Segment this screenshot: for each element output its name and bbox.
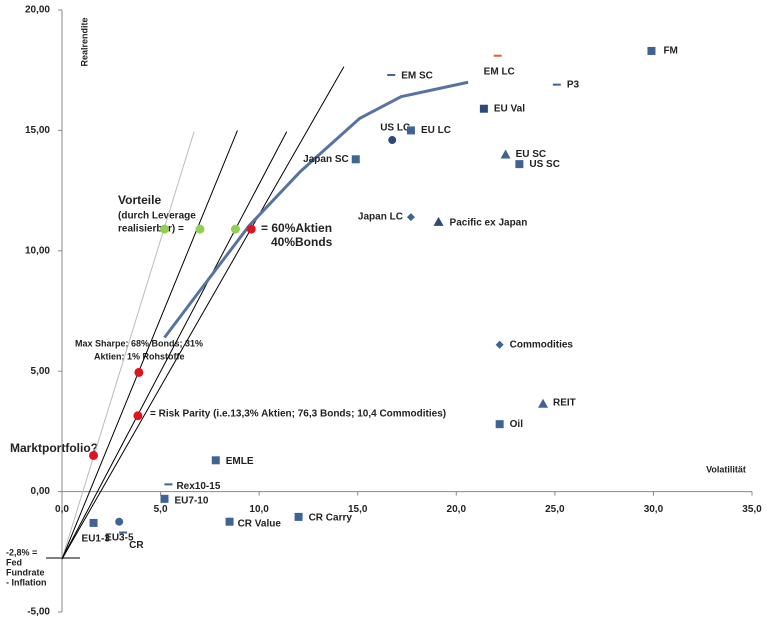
marker bbox=[515, 160, 524, 169]
x-tick-label: 0,0 bbox=[55, 504, 69, 515]
y-tick-label: 5,00 bbox=[31, 366, 51, 377]
point-label: Rex10-15 bbox=[176, 481, 220, 492]
point-label: EU SC bbox=[516, 149, 547, 160]
point-label: EU LC bbox=[421, 125, 451, 136]
x-tick-label: 20,0 bbox=[447, 504, 467, 515]
x-axis-label: Volatilität bbox=[706, 464, 746, 474]
point-label: EU7-10 bbox=[175, 495, 209, 506]
marker bbox=[294, 512, 303, 521]
marker bbox=[433, 216, 444, 226]
point-label: EM SC bbox=[401, 71, 433, 82]
marker bbox=[647, 46, 656, 55]
marker bbox=[160, 494, 169, 503]
marker bbox=[225, 517, 234, 526]
point-label: US LC bbox=[380, 123, 410, 134]
point-label: FM bbox=[663, 46, 677, 57]
point-label: CR Carry bbox=[309, 513, 353, 524]
marker bbox=[351, 155, 360, 164]
annotation: Max Sharpe; 68% Bonds; 31% bbox=[75, 338, 203, 348]
annotation: Fundrate bbox=[6, 567, 45, 577]
highlight-point bbox=[246, 224, 256, 234]
x-tick-label: 15,0 bbox=[348, 504, 368, 515]
x-tick-label: 35,0 bbox=[742, 504, 762, 515]
point-label: Pacific ex Japan bbox=[450, 218, 528, 229]
marker bbox=[115, 517, 124, 526]
marker bbox=[388, 136, 397, 145]
marker bbox=[538, 398, 549, 408]
marker bbox=[119, 531, 128, 534]
y-tick-label: -5,00 bbox=[27, 607, 50, 618]
point-label: Commodities bbox=[510, 339, 574, 350]
marker bbox=[406, 213, 415, 222]
point-label: EM LC bbox=[484, 66, 515, 77]
marker bbox=[495, 420, 504, 429]
annotation: Aktien; 1% Rohstoffe bbox=[94, 351, 185, 361]
y-tick-label: 15,00 bbox=[25, 125, 50, 136]
capital-market-line bbox=[61, 66, 345, 560]
point-label: P3 bbox=[567, 79, 580, 90]
annotation: = Risk Parity (i.e.13,3% Aktien; 76,3 Bo… bbox=[150, 409, 446, 420]
marker bbox=[406, 126, 415, 135]
highlight-point bbox=[133, 411, 143, 421]
capital-market-line bbox=[61, 131, 288, 560]
marker bbox=[500, 149, 511, 159]
highlight-point bbox=[134, 367, 144, 377]
x-tick-label: 10,0 bbox=[249, 504, 269, 515]
point-label: REIT bbox=[553, 397, 576, 408]
marker bbox=[552, 83, 561, 86]
y-tick-label: 20,00 bbox=[25, 5, 50, 16]
x-tick-label: 25,0 bbox=[545, 504, 565, 515]
marker bbox=[211, 456, 220, 465]
y-tick-label: 0,00 bbox=[31, 486, 51, 497]
highlight-point bbox=[195, 224, 205, 234]
capital-market-line bbox=[61, 131, 195, 560]
highlight-point bbox=[160, 224, 170, 234]
annotation: Fed bbox=[6, 557, 22, 567]
annotation: - Inflation bbox=[6, 577, 47, 587]
annotation: Marktportfolio? bbox=[10, 441, 98, 455]
x-tick-label: 5,0 bbox=[154, 504, 168, 515]
point-label: CR Value bbox=[238, 518, 282, 529]
marker bbox=[387, 74, 396, 77]
point-label: Japan SC bbox=[303, 154, 349, 165]
marker bbox=[495, 340, 504, 349]
marker bbox=[479, 104, 488, 113]
point-label: EU Val bbox=[494, 103, 525, 114]
annotation: Vorteile bbox=[118, 193, 161, 207]
point-label: Oil bbox=[510, 419, 524, 430]
point-label: US SC bbox=[529, 159, 560, 170]
point-label: CR bbox=[129, 540, 144, 551]
annotation: 40%Bonds bbox=[271, 235, 333, 249]
highlight-point bbox=[230, 224, 240, 234]
y-tick-label: 10,00 bbox=[25, 245, 50, 256]
x-tick-label: 30,0 bbox=[644, 504, 664, 515]
marker bbox=[89, 518, 98, 527]
capital-market-line bbox=[61, 130, 238, 560]
marker bbox=[164, 483, 173, 486]
marker bbox=[493, 54, 502, 57]
point-label: EU1-3 bbox=[82, 534, 111, 545]
efficient-frontier bbox=[163, 80, 469, 339]
highlight-point bbox=[89, 450, 99, 460]
point-label: EU3-5 bbox=[105, 532, 134, 543]
annotation: realisierbar) = bbox=[118, 224, 184, 235]
annotation: -2,8% = bbox=[6, 547, 37, 557]
y-axis-label: Realrendite bbox=[79, 17, 89, 66]
point-label: Japan LC bbox=[358, 212, 403, 223]
annotation: = 60%Aktien bbox=[261, 221, 332, 235]
annotation: (durch Leverage bbox=[118, 211, 196, 222]
point-label: EMLE bbox=[226, 456, 254, 467]
